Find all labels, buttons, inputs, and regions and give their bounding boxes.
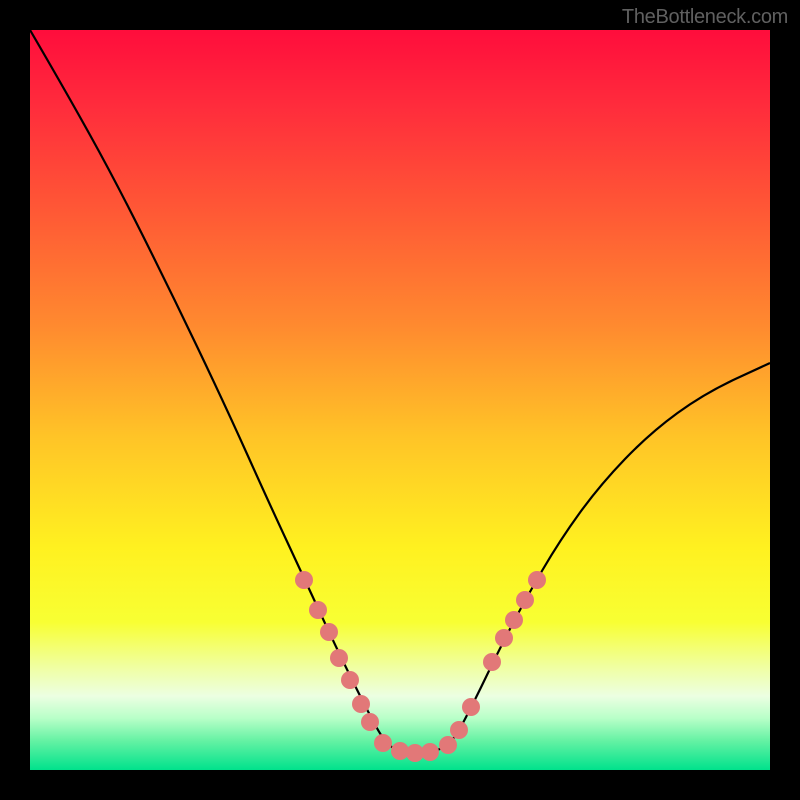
watermark-text: TheBottleneck.com: [622, 6, 788, 29]
data-marker: [528, 571, 546, 589]
data-marker: [352, 695, 370, 713]
data-marker: [421, 743, 439, 761]
data-marker: [516, 591, 534, 609]
data-marker: [462, 698, 480, 716]
data-marker: [439, 736, 457, 754]
chart-gradient-background: [30, 30, 770, 770]
data-marker: [374, 734, 392, 752]
data-marker: [320, 623, 338, 641]
bottleneck-chart: [0, 0, 800, 800]
data-marker: [483, 653, 501, 671]
data-marker: [341, 671, 359, 689]
data-marker: [295, 571, 313, 589]
data-marker: [361, 713, 379, 731]
data-marker: [330, 649, 348, 667]
data-marker: [309, 601, 327, 619]
data-marker: [450, 721, 468, 739]
data-marker: [505, 611, 523, 629]
data-marker: [495, 629, 513, 647]
